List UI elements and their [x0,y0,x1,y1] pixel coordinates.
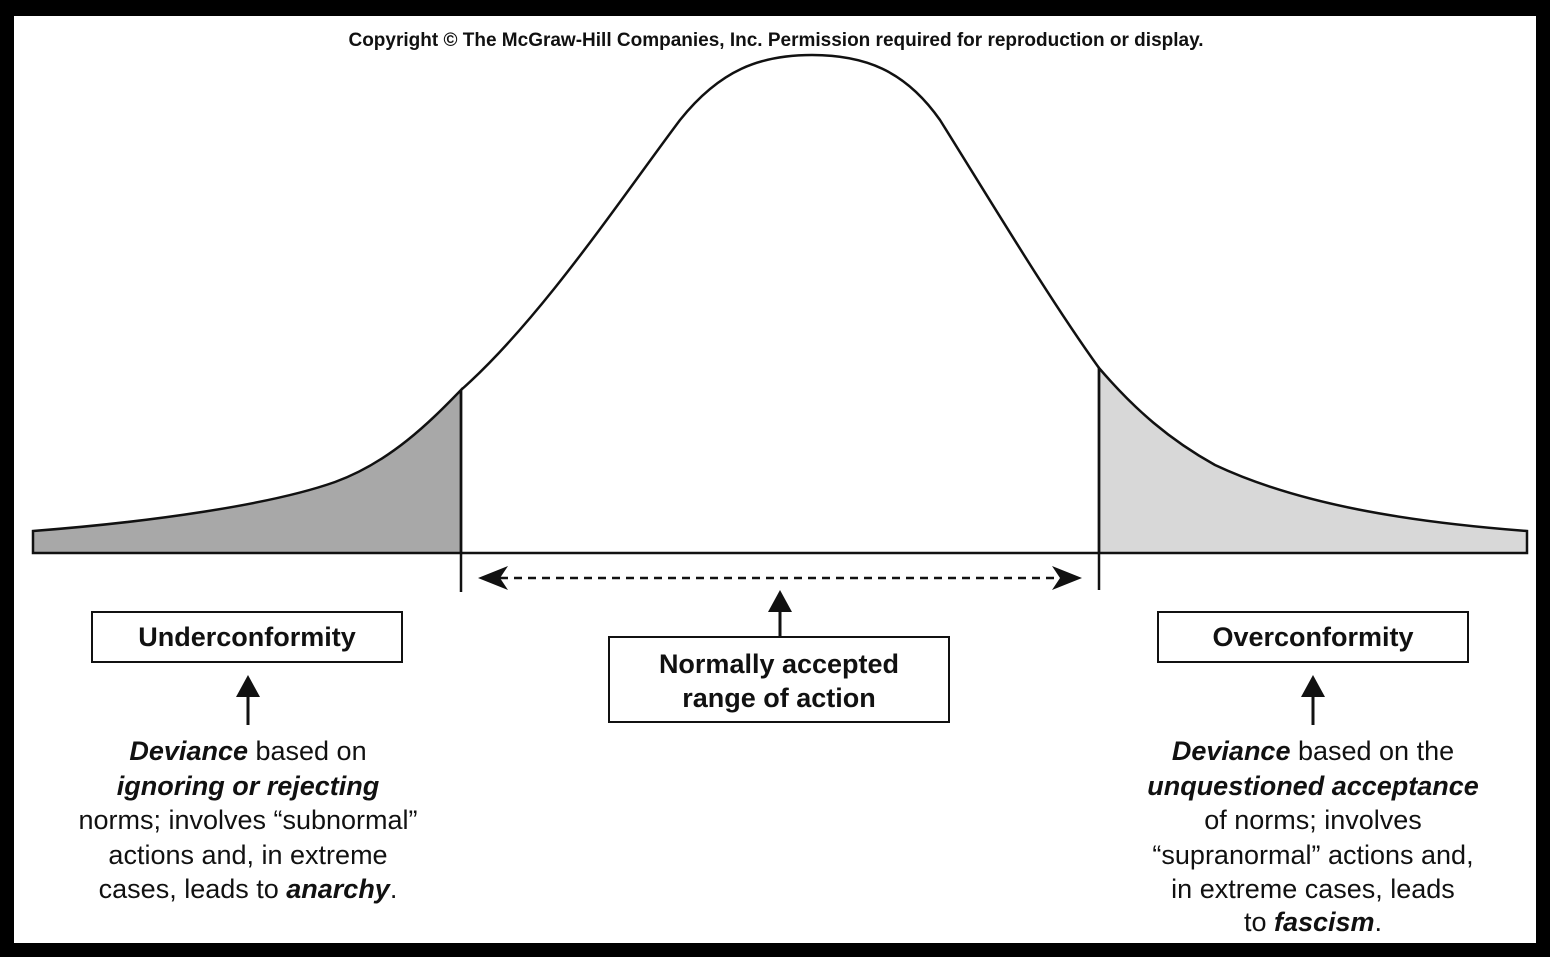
overconformity-description: Deviance based on the unquestioned accep… [1147,736,1479,937]
left-desc-line1: Deviance based on [129,736,366,766]
right-desc-line5: in extreme cases, leads [1171,874,1455,904]
copyright-notice: Copyright © The McGraw-Hill Companies, I… [348,30,1203,51]
left-desc-line4: actions and, in extreme [108,840,387,870]
left-desc-line3: norms; involves “subnormal” [78,805,417,835]
overconformity-label: Overconformity [1212,622,1413,652]
normal-range-box [608,636,950,723]
left-desc-line5: cases, leads to anarchy. [99,874,398,904]
overconformity-box [1157,611,1469,663]
range-arrowhead-left [478,566,508,590]
left-tail-shading [31,386,463,555]
right-desc-line6: to fascism. [1244,907,1382,937]
center-pointer-arrowhead [768,590,792,612]
right-desc-line3: of norms; involves [1204,805,1422,835]
right-desc-line1: Deviance based on the [1172,736,1454,766]
underconformity-box [91,611,403,663]
right-up-arrowhead [1301,675,1325,697]
underconformity-description: Deviance based on ignoring or rejecting … [78,736,417,904]
normal-range-label-line2: range of action [682,683,876,713]
normal-range-label-line1: Normally accepted [659,649,899,679]
left-desc-line2: ignoring or rejecting [117,771,380,801]
left-up-arrowhead [236,675,260,697]
bell-curve [460,53,1101,391]
underconformity-label: Underconformity [138,622,356,652]
right-tail-shading [1097,364,1529,555]
right-desc-line2: unquestioned acceptance [1147,771,1479,801]
right-desc-line4: “supranormal” actions and, [1152,840,1473,870]
range-arrowhead-right [1052,566,1082,590]
